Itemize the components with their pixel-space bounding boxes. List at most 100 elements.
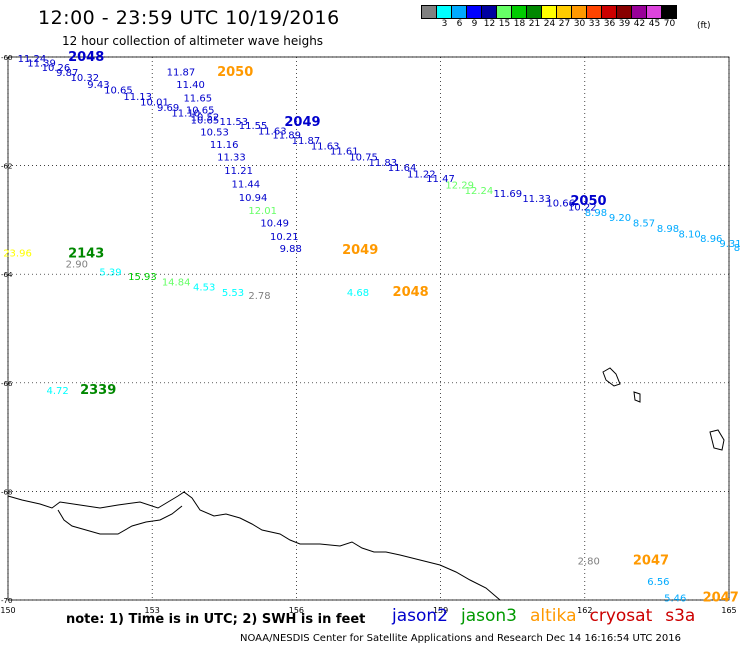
swh-value-label: 4.53 [193,283,215,294]
swh-value-label: 11.87 [292,136,321,147]
legend-bin-label: 3 [441,19,448,29]
footer-note: note: 1) Time is in UTC; 2) SWH is in fe… [66,612,366,627]
swh-value-label: 10.22 [568,202,597,213]
legend-swatch [451,5,467,19]
swh-value-label: 9.20 [609,213,631,224]
swh-value-label: 9.43 [87,80,109,91]
legend-bin-label: 27 [558,19,571,29]
pass-time-label: 2049 [284,115,320,130]
swh-value-label: 8.98 [585,208,607,219]
legend-labels: 3 6 9 12 15 18 21 24 27 30 33 36 39 42 45 70 [422,19,677,29]
swh-value-label: 23.96 [3,248,32,259]
swh-value-label: 11.40 [176,80,205,91]
lon-tick-label: 162 [577,606,592,615]
swh-value-label: 12.01 [248,206,277,217]
swh-value-label: 11.69 [493,189,522,200]
swh-value-label: 11.44 [232,180,261,191]
legend-swatch [511,5,527,19]
swh-value-label: 9.31 [719,239,740,250]
swh-value-label: 5.53 [222,288,244,299]
swh-value-label: 2.80 [578,556,600,567]
pass-time-label: 2048 [393,285,429,300]
color-legend: 3 6 9 12 15 18 21 24 27 30 33 36 39 42 45 70 (ft) [421,5,711,31]
legend-bin-label: 30 [573,19,586,29]
swh-value-label: 2.78 [248,291,270,302]
swh-value-label: 11.39 [27,58,56,69]
legend-bin-label: 36 [603,19,616,29]
swh-value-label: 10.65 [186,106,215,117]
swh-value-label: 10.66 [546,199,575,210]
legend-bin-label: 15 [498,19,511,29]
swh-value-label: 11.22 [407,170,436,181]
lat-tick-label: -66 [1,380,13,388]
legend-swatch [601,5,617,19]
legend-swatch [496,5,512,19]
legend-swatch [421,5,437,19]
swh-value-label: 8.98 [657,224,679,235]
page-title: 12:00 - 23:59 UTC 10/19/2016 [38,7,340,29]
swh-value-label: 15.93 [128,272,157,283]
lon-tick-label: 153 [145,606,160,615]
lat-tick-label: -68 [1,488,12,496]
legend-swatch [541,5,557,19]
pass-time-label: 2050 [217,65,253,80]
legend-bin-label: 21 [528,19,541,29]
mission-label-altika: altika [530,606,577,626]
swh-value-label: 11.83 [369,158,398,169]
swh-value-label: 11.33 [522,194,551,205]
swh-value-label: 10.49 [260,219,289,230]
swh-value-label: 6.56 [647,577,669,588]
legend-bin-label [422,19,437,29]
swh-value-label: 11.21 [224,166,253,177]
page-subtitle: 12 hour collection of altimeter wave hei… [62,34,324,48]
mission-label-cryosat: cryosat [589,606,653,626]
swh-value-label: 11.61 [330,146,359,157]
legend-bin-label: 39 [618,19,631,29]
legend-bin-label: 6 [456,19,463,29]
swh-value-label: 11.89 [272,131,301,142]
mission-legend: jason2 jason3 altika cryosat s3a [392,606,708,626]
lat-tick-label: -60 [1,54,12,62]
swh-value-label: 8.10 [679,229,701,240]
swh-value-label: 10.21 [270,232,299,243]
island-3 [709,429,725,451]
swh-value-label: 10.75 [349,152,378,163]
legend-swatch [586,5,602,19]
swh-value-label: 5.46 [664,593,686,604]
lon-tick-label: 150 [0,606,15,615]
footer-credit: NOAA/NESDIS Center for Satellite Applica… [240,633,682,644]
swh-value-label: 11.65 [183,94,212,105]
map-frame [7,56,730,601]
legend-bin-label: 9 [471,19,478,29]
swh-value-label: 12.29 [445,181,474,192]
island-2 [633,391,641,403]
legend-swatch [466,5,482,19]
swh-value-label: 11.53 [219,117,248,128]
swh-value-label: 11.13 [123,92,152,103]
swh-value-label: 11.33 [217,152,246,163]
legend-swatch [661,5,677,19]
lon-tick-label: 159 [433,606,448,615]
legend-swatch [616,5,632,19]
legend-unit: (ft) [697,21,711,31]
legend-swatches [421,5,677,19]
swh-value-label: 10.52 [191,113,220,124]
swh-value-label: 10.65 [104,86,133,97]
swh-value-label: 11.87 [167,68,196,79]
swh-value-label: 10.01 [140,98,169,109]
lat-lon-grid: 150 153 156 159 162 165 -60 -62 -64 -66 -68 -70 [0,54,736,615]
swh-value-label: 11.63 [258,126,287,137]
lon-tick-label: 156 [289,606,304,615]
pass-time-label: 2339 [80,383,116,398]
lat-tick-label: -70 [1,597,12,605]
legend-swatch [631,5,647,19]
pass-time-label: 2049 [342,243,378,258]
legend-bin-label: 24 [543,19,556,29]
swh-value-label: 4.68 [347,288,369,299]
swh-value-label: 9.87 [56,68,78,79]
legend-swatch [481,5,497,19]
legend-bin-label: 45 [648,19,661,29]
swh-value-label: 9.88 [280,244,302,255]
swh-value-label: 10.94 [239,193,268,204]
swh-value-label: 5.39 [99,267,121,278]
